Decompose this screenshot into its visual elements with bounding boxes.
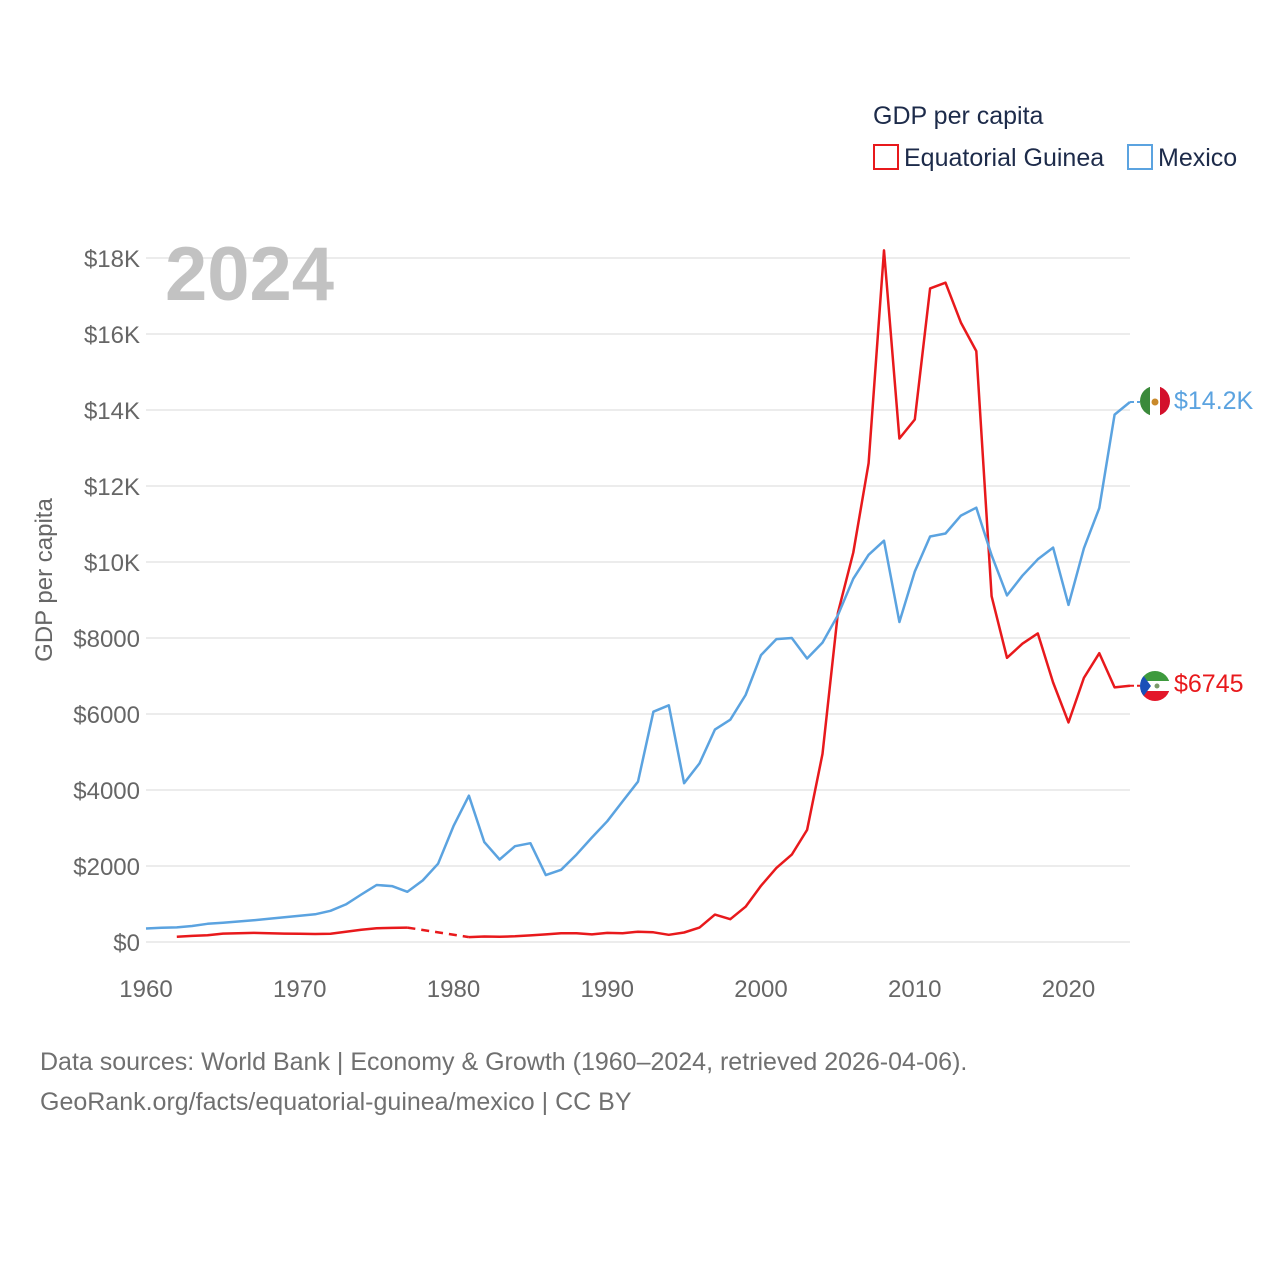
source-line-2: GeoRank.org/facts/equatorial-guinea/mexi… [40, 1088, 632, 1116]
y-tick-label: $8000 [73, 626, 140, 653]
y-tick-label: $0 [113, 930, 140, 957]
y-tick-label: $4000 [73, 778, 140, 805]
series-line-mexico [145, 401, 1131, 930]
mexico-end-value: $14.2K [1174, 387, 1254, 415]
y-tick-label: $18K [84, 246, 140, 273]
x-tick-label: 1970 [273, 976, 326, 1003]
legend-swatch-equatorial-guinea [873, 144, 899, 170]
y-axis-ticks: $0 $2000 $4000 $6000 $8000 $10K $12K $14K $16K $1… [73, 246, 140, 957]
legend-swatch-mexico [1127, 144, 1153, 170]
y-tick-label: $2000 [73, 854, 140, 881]
source-note: Data sources: World Bank | Economy & Gro… [40, 1042, 967, 1122]
x-tick-label: 2000 [734, 976, 787, 1003]
series-line-equatorial-guinea [468, 249, 1131, 939]
y-tick-label: $10K [84, 550, 140, 577]
series-lines [145, 249, 1140, 939]
equatorial-guinea-flag-icon [1140, 671, 1170, 701]
y-tick-label: $6000 [73, 702, 140, 729]
x-tick-label: 1980 [427, 976, 480, 1003]
series-line-equatorial-guinea [176, 926, 408, 938]
equatorial-guinea-end-value: $6745 [1174, 670, 1244, 698]
legend-label-equatorial-guinea: Equatorial Guinea [904, 144, 1104, 172]
gdp-per-capita-chart: $0 $2000 $4000 $6000 $8000 $10K $12K $14K $16K $1… [31, 102, 1254, 1003]
x-tick-label: 2020 [1042, 976, 1095, 1003]
legend-label-mexico: Mexico [1158, 144, 1237, 172]
y-tick-label: $16K [84, 322, 140, 349]
year-label: 2024 [165, 232, 334, 317]
grid-lines [146, 257, 1130, 943]
mexico-flag-icon [1140, 386, 1170, 416]
x-axis-ticks: 1960 1970 1980 1990 2000 2010 2020 [119, 976, 1095, 1003]
y-axis-label: GDP per capita [31, 498, 58, 662]
x-tick-label: 1960 [119, 976, 172, 1003]
y-tick-label: $12K [84, 474, 140, 501]
y-tick-label: $14K [84, 398, 140, 425]
x-tick-label: 1990 [581, 976, 634, 1003]
x-tick-label: 2010 [888, 976, 941, 1003]
legend: GDP per capita Equatorial Guinea Mexico [873, 102, 1237, 172]
source-line-1: Data sources: World Bank | Economy & Gro… [40, 1048, 968, 1076]
series-line-equatorial-guinea-gap [407, 926, 470, 939]
legend-title: GDP per capita [873, 102, 1044, 130]
